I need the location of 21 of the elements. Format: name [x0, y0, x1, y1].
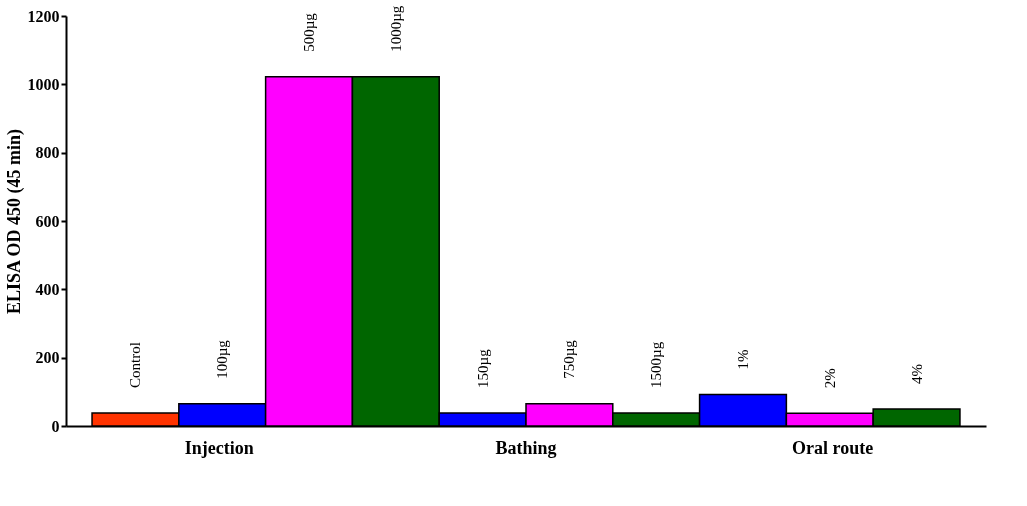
- x-tick-label: 500µg: [301, 12, 318, 52]
- y-tick-label: 400: [35, 280, 60, 298]
- text: Bathing: [495, 438, 557, 458]
- x-tick-label: 4%: [908, 363, 925, 384]
- y-tick-label: 1200: [27, 7, 60, 25]
- y-tick-label: 0: [51, 417, 60, 435]
- x-tick-label: 1%: [734, 349, 751, 370]
- x-tick-label: 150µg: [474, 348, 491, 389]
- y-axis-title: ELISA OD 450 (45 min): [3, 128, 25, 315]
- x-tick-label: 1000µg: [387, 5, 404, 52]
- x-tick-label: 1500µg: [648, 341, 665, 389]
- x-tick-label: Control: [127, 342, 144, 389]
- y-tick-label: 1000: [27, 75, 60, 93]
- x-tick-label: 100µg: [214, 339, 231, 379]
- text: Oral route: [792, 438, 874, 458]
- y-tick-label: 800: [35, 144, 60, 162]
- text: Injection: [184, 438, 254, 458]
- x-tick-label: 2%: [821, 368, 838, 389]
- x-tick-label: 750µg: [561, 339, 578, 379]
- y-tick-label: 200: [35, 349, 60, 367]
- y-tick-label: 600: [35, 212, 60, 230]
